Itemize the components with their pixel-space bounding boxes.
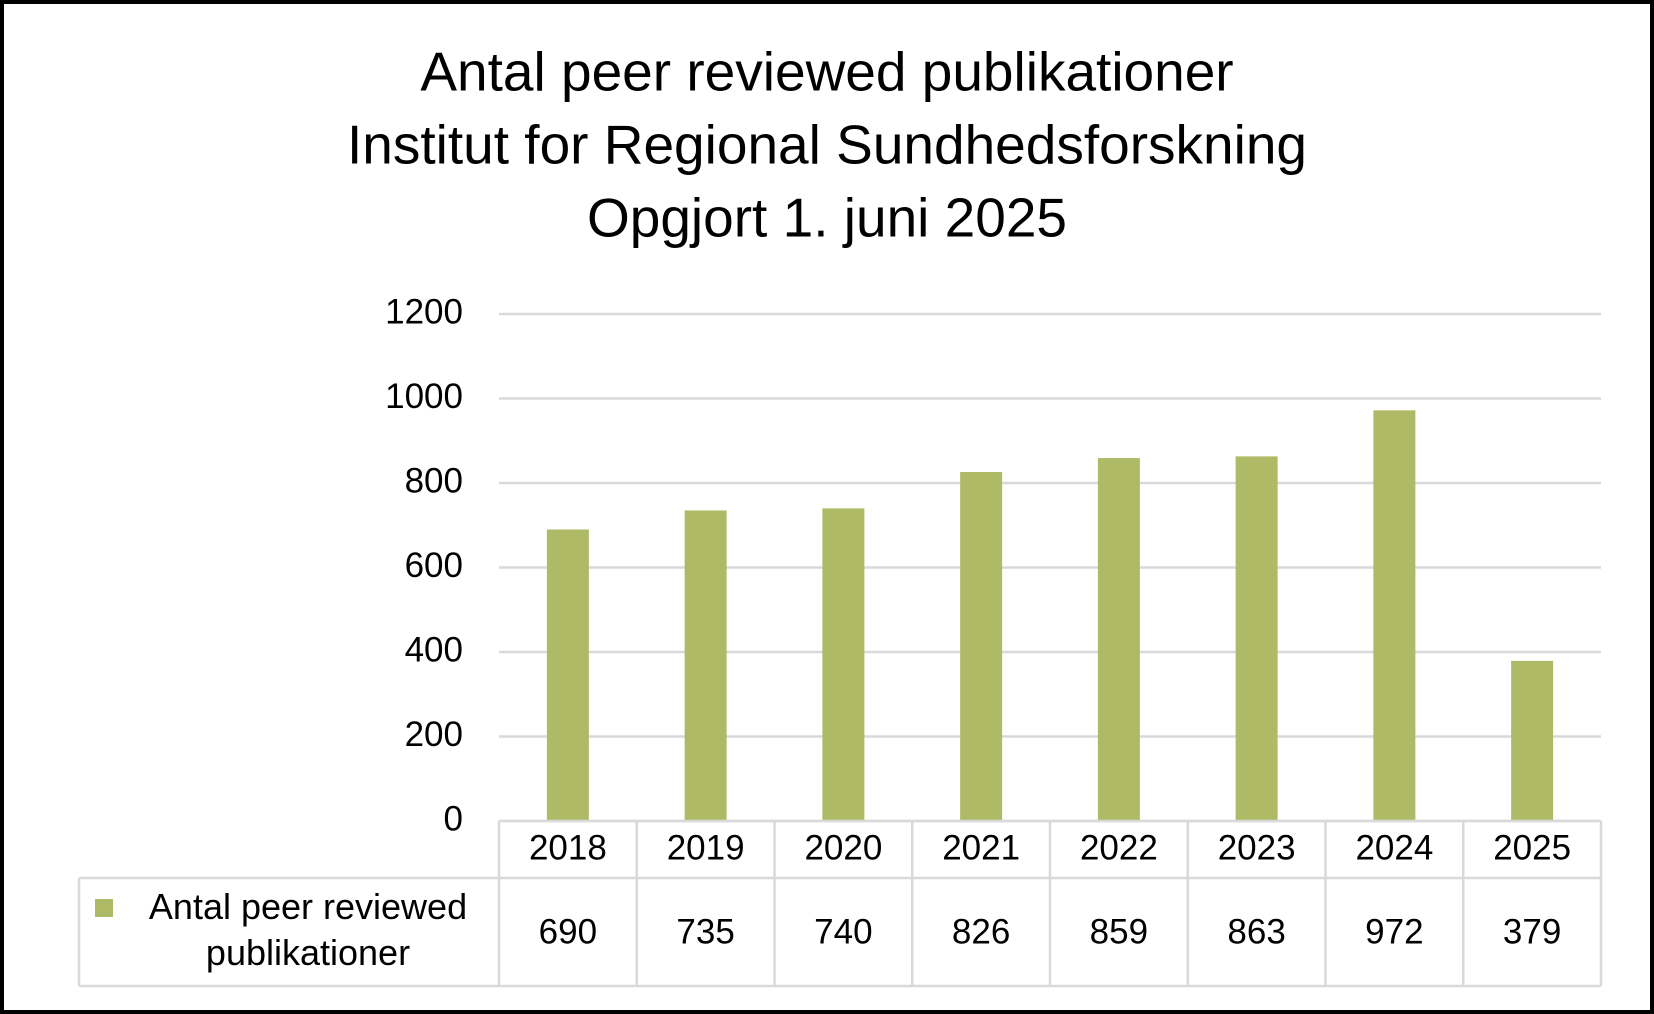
legend-label: Antal peer reviewed publikationer — [148, 886, 468, 973]
bar — [546, 529, 589, 821]
chart-title: Antal peer reviewed publikationer — [420, 41, 1233, 103]
table-value: 972 — [1365, 912, 1423, 951]
y-tick-label: 200 — [405, 715, 463, 754]
bar — [1511, 660, 1554, 821]
x-tick-label: 2021 — [942, 828, 1020, 867]
x-tick-label: 2025 — [1493, 828, 1571, 867]
y-tick-label: 600 — [405, 546, 463, 585]
table-value: 826 — [952, 912, 1010, 951]
y-tick-label: 1200 — [385, 292, 463, 331]
x-tick-label: 2023 — [1218, 828, 1296, 867]
x-tick-label: 2024 — [1355, 828, 1433, 867]
x-tick-label: 2022 — [1080, 828, 1158, 867]
table-value: 859 — [1090, 912, 1148, 951]
table-value: 690 — [539, 912, 597, 951]
bar — [1373, 410, 1416, 821]
legend-swatch — [95, 899, 113, 917]
x-tick-label: 2018 — [529, 828, 607, 867]
x-tick-label: 2020 — [804, 828, 882, 867]
table-value: 735 — [676, 912, 734, 951]
chart-subtitle: Opgjort 1. juni 2025 — [587, 187, 1067, 249]
table-value: 379 — [1503, 912, 1561, 951]
bar — [960, 472, 1003, 821]
bar — [684, 510, 727, 821]
table-value: 740 — [814, 912, 872, 951]
bar — [1097, 458, 1140, 821]
table-value: 863 — [1227, 912, 1285, 951]
chart-subtitle: Institut for Regional Sundhedsforskning — [347, 114, 1307, 176]
y-tick-label: 800 — [405, 461, 463, 500]
bar — [822, 508, 865, 821]
y-tick-label: 400 — [405, 630, 463, 669]
y-tick-label: 0 — [444, 799, 463, 838]
y-tick-label: 1000 — [385, 377, 463, 416]
x-tick-label: 2019 — [667, 828, 745, 867]
bar — [1235, 456, 1278, 821]
